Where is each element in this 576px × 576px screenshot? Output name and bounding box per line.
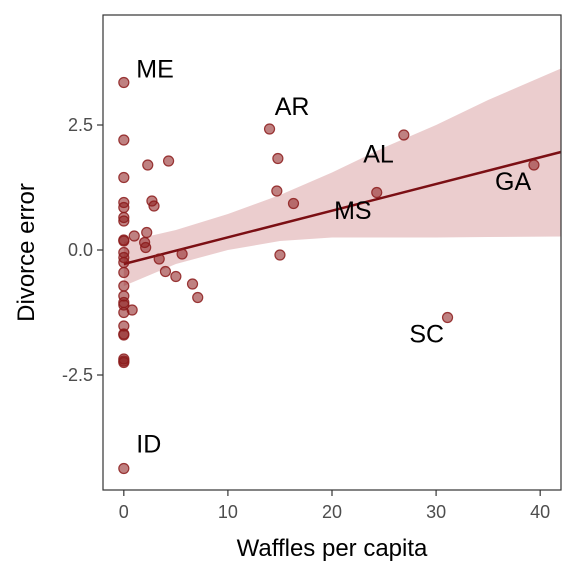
- point-label: GA: [495, 168, 531, 196]
- data-point: [159, 265, 172, 278]
- data-point: [186, 278, 199, 290]
- y-tick-label: 2.5: [68, 115, 93, 135]
- data-point: [118, 215, 130, 227]
- data-point: [126, 304, 138, 316]
- data-point: [528, 159, 540, 171]
- data-point: [441, 311, 454, 324]
- data-point: [162, 155, 175, 167]
- point-label: SC: [409, 321, 444, 349]
- data-point: [263, 123, 276, 135]
- data-point: [118, 280, 130, 292]
- data-points: [118, 76, 540, 475]
- point-label: AL: [363, 141, 394, 169]
- data-point: [170, 270, 182, 283]
- data-point: [271, 185, 283, 197]
- regression-line: [123, 150, 562, 266]
- data-point: [128, 230, 140, 242]
- y-axis-title: Divorce error: [13, 183, 40, 322]
- x-tick-label: 0: [119, 502, 129, 522]
- data-point: [118, 235, 130, 247]
- data-point: [142, 159, 154, 171]
- data-point: [398, 129, 410, 141]
- point-label: MS: [334, 197, 372, 225]
- data-point: [287, 197, 300, 210]
- data-point: [118, 462, 130, 475]
- data-point: [153, 253, 165, 265]
- x-tick-label: 20: [322, 502, 342, 522]
- data-point: [272, 152, 284, 165]
- x-tick-label: 40: [530, 502, 550, 522]
- data-point: [274, 249, 286, 261]
- data-point: [118, 171, 130, 184]
- y-axis: -2.5 0.0 2.5: [62, 115, 103, 385]
- data-point: [371, 186, 383, 199]
- y-tick-label: -2.5: [62, 365, 93, 385]
- data-point: [118, 266, 130, 279]
- data-point: [118, 329, 130, 341]
- data-point: [192, 291, 204, 304]
- data-point: [118, 356, 130, 369]
- data-point: [118, 134, 130, 146]
- state-labels: ME AR AL MS GA SC ID: [136, 56, 531, 459]
- data-point: [140, 241, 152, 254]
- point-label: ME: [136, 56, 174, 84]
- data-point: [148, 200, 160, 212]
- point-label: ID: [136, 431, 161, 459]
- data-point: [176, 248, 188, 260]
- data-point: [141, 226, 153, 239]
- x-axis-title: Waffles per capita: [237, 535, 428, 562]
- data-point: [118, 256, 130, 269]
- x-axis: 0 10 20 30 40: [119, 490, 550, 522]
- point-label: AR: [275, 93, 310, 121]
- data-point: [118, 76, 130, 89]
- x-tick-label: 10: [218, 502, 238, 522]
- confidence-ribbon: [123, 68, 562, 286]
- data-point: [118, 201, 130, 214]
- x-tick-label: 30: [426, 502, 446, 522]
- y-tick-label: 0.0: [68, 240, 93, 260]
